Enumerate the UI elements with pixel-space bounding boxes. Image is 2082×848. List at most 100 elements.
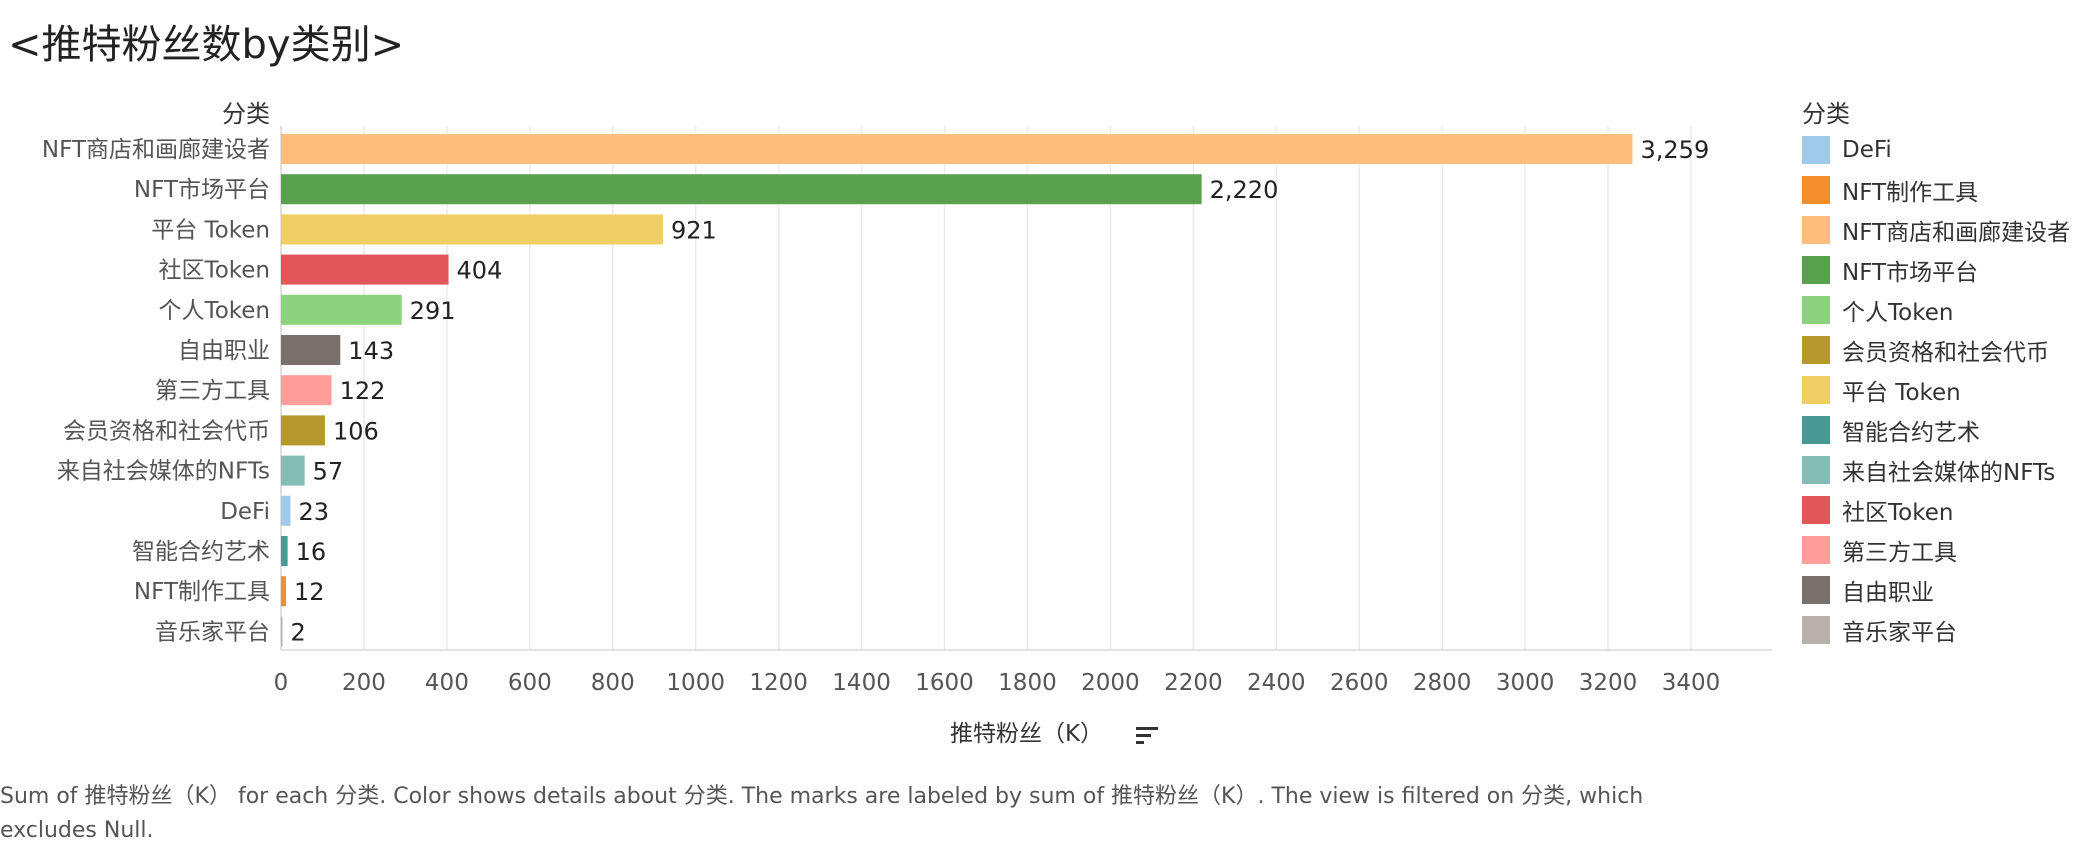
legend-item[interactable]: 来自社会媒体的NFTs: [1802, 450, 2070, 490]
legend-label: 来自社会媒体的NFTs: [1842, 460, 2056, 486]
bar: [281, 375, 332, 406]
legend-swatch: [1802, 456, 1830, 484]
legend-swatch: [1802, 136, 1830, 164]
bar: [281, 536, 288, 566]
data-label: 921: [671, 216, 717, 244]
category-label: 个人Token: [159, 298, 270, 324]
x-tick-label: 3400: [1662, 670, 1721, 696]
bar: [281, 455, 305, 486]
legend-swatch: [1802, 216, 1830, 244]
legend-label: DeFi: [1842, 137, 1892, 163]
legend-label: NFT市场平台: [1842, 260, 1979, 286]
category-label: NFT制作工具: [134, 579, 270, 605]
category-label: 来自社会媒体的NFTs: [57, 459, 270, 485]
x-tick-label: 2400: [1247, 670, 1306, 696]
bar: [281, 335, 341, 365]
category-label: 自由职业: [178, 338, 270, 364]
legend-label: 社区Token: [1842, 500, 1954, 526]
x-tick-label: 400: [425, 670, 469, 696]
x-tick-label: 2200: [1164, 670, 1223, 696]
x-tick-label: 1200: [749, 670, 808, 696]
data-label: 16: [296, 538, 327, 566]
legend-swatch: [1802, 336, 1830, 364]
legend-item[interactable]: NFT制作工具: [1802, 170, 2070, 210]
data-label: 143: [348, 337, 394, 365]
bar: [281, 495, 291, 526]
data-label: 3,259: [1641, 136, 1710, 164]
x-tick-label: 2600: [1330, 670, 1389, 696]
x-tick-label: 2000: [1081, 670, 1140, 696]
legend-swatch: [1802, 536, 1830, 564]
data-label: 12: [294, 578, 325, 606]
legend-label: 第三方工具: [1842, 540, 1957, 566]
bar: [281, 415, 325, 446]
bar: [281, 576, 286, 607]
legend-item[interactable]: 智能合约艺术: [1802, 410, 2070, 450]
legend-label: 平台 Token: [1842, 380, 1961, 406]
data-label: 291: [410, 297, 456, 325]
legend-swatch: [1802, 576, 1830, 604]
category-label: 智能合约艺术: [132, 539, 270, 565]
legend-swatch: [1802, 176, 1830, 204]
legend-label: 音乐家平台: [1842, 620, 1957, 646]
data-label: 122: [340, 377, 386, 405]
bar: [281, 134, 1633, 164]
x-tick-label: 1800: [998, 670, 1057, 696]
legend-label: 会员资格和社会代币: [1842, 340, 2049, 366]
legend-item[interactable]: 自由职业: [1802, 570, 2070, 610]
data-label: 404: [457, 257, 503, 285]
legend-item[interactable]: 个人Token: [1802, 290, 2070, 330]
bar: [281, 254, 449, 285]
legend-item[interactable]: NFT市场平台: [1802, 250, 2070, 290]
chart-title: <推特粉丝数by类别>: [8, 22, 405, 68]
x-axis-title: 推特粉丝（K）: [950, 714, 1159, 748]
data-label: 2: [291, 618, 306, 646]
legend-swatch: [1802, 496, 1830, 524]
legend-item[interactable]: 第三方工具: [1802, 530, 2070, 570]
data-label: 23: [299, 498, 330, 526]
data-label: 2,220: [1210, 176, 1279, 204]
legend-swatch: [1802, 416, 1830, 444]
legend-swatch: [1802, 616, 1830, 644]
x-tick-label: 1400: [832, 670, 891, 696]
category-label: NFT市场平台: [134, 177, 270, 203]
legend-item[interactable]: DeFi: [1802, 130, 2070, 170]
legend-item[interactable]: 平台 Token: [1802, 370, 2070, 410]
x-axis-title-text: 推特粉丝（K）: [950, 721, 1104, 747]
x-tick-label: 1600: [915, 670, 974, 696]
x-tick-label: 600: [508, 670, 552, 696]
legend-label: 智能合约艺术: [1842, 420, 1980, 446]
color-legend: DeFi NFT制作工具 NFT商店和画廊建设者 NFT市场平台 个人Token 会员资格…: [1802, 130, 2070, 650]
category-label: DeFi: [220, 499, 270, 525]
bar: [281, 294, 402, 325]
legend-item[interactable]: 社区Token: [1802, 490, 2070, 530]
legend-swatch: [1802, 256, 1830, 284]
chart-caption: Sum of 推特粉丝（K） for each 分类. Color shows …: [0, 784, 1644, 843]
x-tick-label: 2800: [1413, 670, 1472, 696]
legend-label: 个人Token: [1842, 300, 1954, 326]
x-tick-label: 3000: [1496, 670, 1555, 696]
legend-label: NFT商店和画廊建设者: [1842, 220, 2071, 246]
bar: [281, 214, 663, 245]
x-tick-label: 1000: [666, 670, 725, 696]
sort-icon[interactable]: [1136, 725, 1159, 745]
category-label: NFT商店和画廊建设者: [42, 137, 270, 163]
category-label: 平台 Token: [151, 217, 270, 243]
category-label: 第三方工具: [155, 378, 270, 404]
legend-item[interactable]: 音乐家平台: [1802, 610, 2070, 650]
legend-item[interactable]: 会员资格和社会代币: [1802, 330, 2070, 370]
legend-item[interactable]: NFT商店和画廊建设者: [1802, 210, 2070, 250]
bar-chart: 0 200 400 600 800 1000 1200 1400 1600 1800 2000 220…: [42, 126, 1772, 696]
legend-swatch: [1802, 376, 1830, 404]
category-label: 会员资格和社会代币: [63, 418, 270, 444]
x-tick-label: 3200: [1579, 670, 1638, 696]
legend-title: 分类: [1802, 100, 1850, 128]
legend-swatch: [1802, 296, 1830, 324]
x-tick-label: 200: [342, 670, 386, 696]
category-axis-header: 分类: [222, 100, 270, 128]
legend-label: NFT制作工具: [1842, 180, 1979, 206]
bar: [281, 616, 283, 647]
category-label: 社区Token: [159, 258, 270, 284]
data-label: 57: [313, 458, 344, 486]
x-tick-label: 800: [591, 670, 635, 696]
